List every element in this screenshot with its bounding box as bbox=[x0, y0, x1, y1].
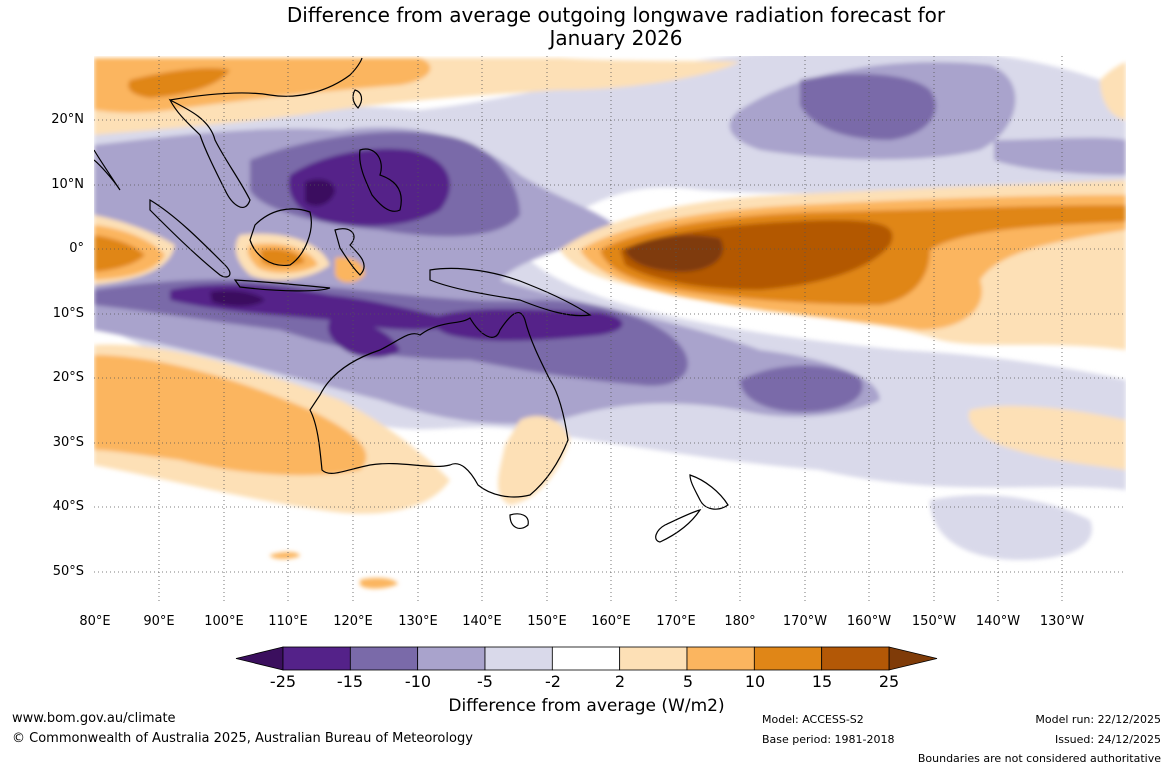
colorbar-tick-label: -2 bbox=[545, 672, 561, 691]
colorbar-extend-low bbox=[235, 646, 284, 671]
model-run-date: Model run: 22/12/2025 bbox=[1035, 713, 1161, 726]
lon-label: 180° bbox=[724, 614, 756, 629]
coastline-india bbox=[94, 149, 121, 191]
lon-label: 150°E bbox=[527, 614, 567, 629]
coastline-australia bbox=[309, 312, 569, 498]
model-name: Model: ACCESS-S2 bbox=[762, 713, 864, 726]
lon-label: 120°E bbox=[333, 614, 373, 629]
lon-label: 140°W bbox=[975, 614, 1021, 629]
anomaly-region bbox=[128, 68, 230, 98]
anomaly-region bbox=[498, 416, 570, 505]
colorbar-tick-label: -10 bbox=[404, 672, 432, 691]
lon-label: 160°E bbox=[591, 614, 631, 629]
lon-label: 130°E bbox=[398, 614, 438, 629]
coastline-philippines bbox=[359, 148, 402, 212]
coastline-new-zealand-south bbox=[655, 509, 702, 543]
anomaly-region bbox=[994, 137, 1126, 175]
colorbar-segment bbox=[282, 646, 351, 671]
lat-label-10s: 10°S bbox=[52, 306, 84, 321]
coastline-borneo bbox=[249, 208, 312, 267]
colorbar-segment bbox=[484, 646, 553, 671]
lon-label: 140°E bbox=[462, 614, 502, 629]
anomaly-region bbox=[305, 179, 335, 206]
map-title: Difference from average outgoing longwav… bbox=[0, 4, 1173, 50]
lat-label-equator: 0° bbox=[69, 241, 84, 256]
colorbar-segment bbox=[551, 646, 621, 671]
anomaly-region bbox=[930, 495, 1092, 560]
anomaly-region bbox=[94, 355, 367, 476]
coastline-new-zealand-north bbox=[689, 474, 729, 510]
anomaly-region bbox=[800, 74, 936, 140]
anomaly-region bbox=[360, 577, 398, 589]
lat-label-50s: 50°S bbox=[52, 564, 84, 579]
coastline-taiwan bbox=[352, 89, 363, 109]
anomaly-region bbox=[210, 290, 265, 307]
colorbar-tick-label: 2 bbox=[614, 672, 626, 691]
colorbar-segment bbox=[753, 646, 823, 671]
lon-label: 100°E bbox=[204, 614, 244, 629]
lon-label: 160°W bbox=[846, 614, 892, 629]
anomaly-region bbox=[740, 365, 863, 413]
lat-label-20s: 20°S bbox=[52, 370, 84, 385]
colorbar-segment bbox=[619, 646, 688, 671]
colorbar-title: Difference from average (W/m2) bbox=[448, 696, 725, 716]
anomaly-region bbox=[328, 319, 400, 358]
coastline-tasmania bbox=[509, 513, 529, 529]
lon-label: 80°E bbox=[79, 614, 111, 629]
coastline-sumatra bbox=[149, 198, 231, 278]
anomaly-region bbox=[288, 148, 450, 226]
lon-label: 130°W bbox=[1039, 614, 1085, 629]
boundaries-disclaimer: Boundaries are not considered authoritat… bbox=[917, 752, 1161, 765]
colorbar-tick-label: 10 bbox=[744, 672, 766, 691]
title-line-1: Difference from average outgoing longwav… bbox=[286, 3, 946, 27]
anomaly-field bbox=[94, 56, 1126, 604]
colorbar-segment bbox=[821, 646, 890, 671]
colorbar bbox=[235, 646, 938, 671]
colorbar-segment bbox=[417, 646, 486, 671]
title-line-2: January 2026 bbox=[549, 26, 683, 50]
anomaly-region bbox=[335, 257, 365, 283]
copyright-notice: © Commonwealth of Australia 2025, Austra… bbox=[12, 731, 473, 746]
gridlines bbox=[94, 56, 1126, 604]
anomaly-region bbox=[968, 405, 1126, 470]
colorbar-tick-label: -25 bbox=[269, 672, 297, 691]
anomaly-region bbox=[1100, 62, 1126, 120]
lat-label-40s: 40°S bbox=[52, 499, 84, 514]
bom-url-link[interactable]: www.bom.gov.au/climate bbox=[12, 711, 176, 726]
colorbar-segment bbox=[686, 646, 755, 671]
lon-label: 90°E bbox=[143, 614, 175, 629]
colorbar-segment bbox=[349, 646, 419, 671]
lon-label: 170°W bbox=[782, 614, 828, 629]
anomaly-region bbox=[625, 235, 724, 272]
colorbar-tick-label: 25 bbox=[878, 672, 900, 691]
lon-label: 170°E bbox=[656, 614, 696, 629]
base-period: Base period: 1981-2018 bbox=[762, 733, 895, 746]
colorbar-extend-high bbox=[888, 646, 938, 671]
colorbar-tick-label: 15 bbox=[811, 672, 833, 691]
colorbar-tick-label: 5 bbox=[682, 672, 694, 691]
lon-label: 110°E bbox=[268, 614, 308, 629]
coastline-china bbox=[169, 57, 363, 101]
coastline-java bbox=[233, 279, 331, 292]
coastline-indochina bbox=[168, 98, 251, 208]
anomaly-region bbox=[270, 552, 300, 559]
coastline-sulawesi bbox=[334, 228, 365, 276]
issued-date: Issued: 24/12/2025 bbox=[1054, 733, 1161, 746]
anomaly-region bbox=[433, 308, 623, 341]
coastline-new-guinea bbox=[429, 267, 592, 317]
lat-label-20n: 20°N bbox=[51, 112, 84, 127]
lat-label-10n: 10°N bbox=[51, 177, 84, 192]
coastlines bbox=[94, 57, 729, 543]
lat-label-30s: 30°S bbox=[52, 435, 84, 450]
colorbar-tick-label: -15 bbox=[336, 672, 364, 691]
lon-label: 150°W bbox=[911, 614, 957, 629]
anomaly-region bbox=[94, 235, 145, 272]
colorbar-tick-label: -5 bbox=[477, 672, 493, 691]
